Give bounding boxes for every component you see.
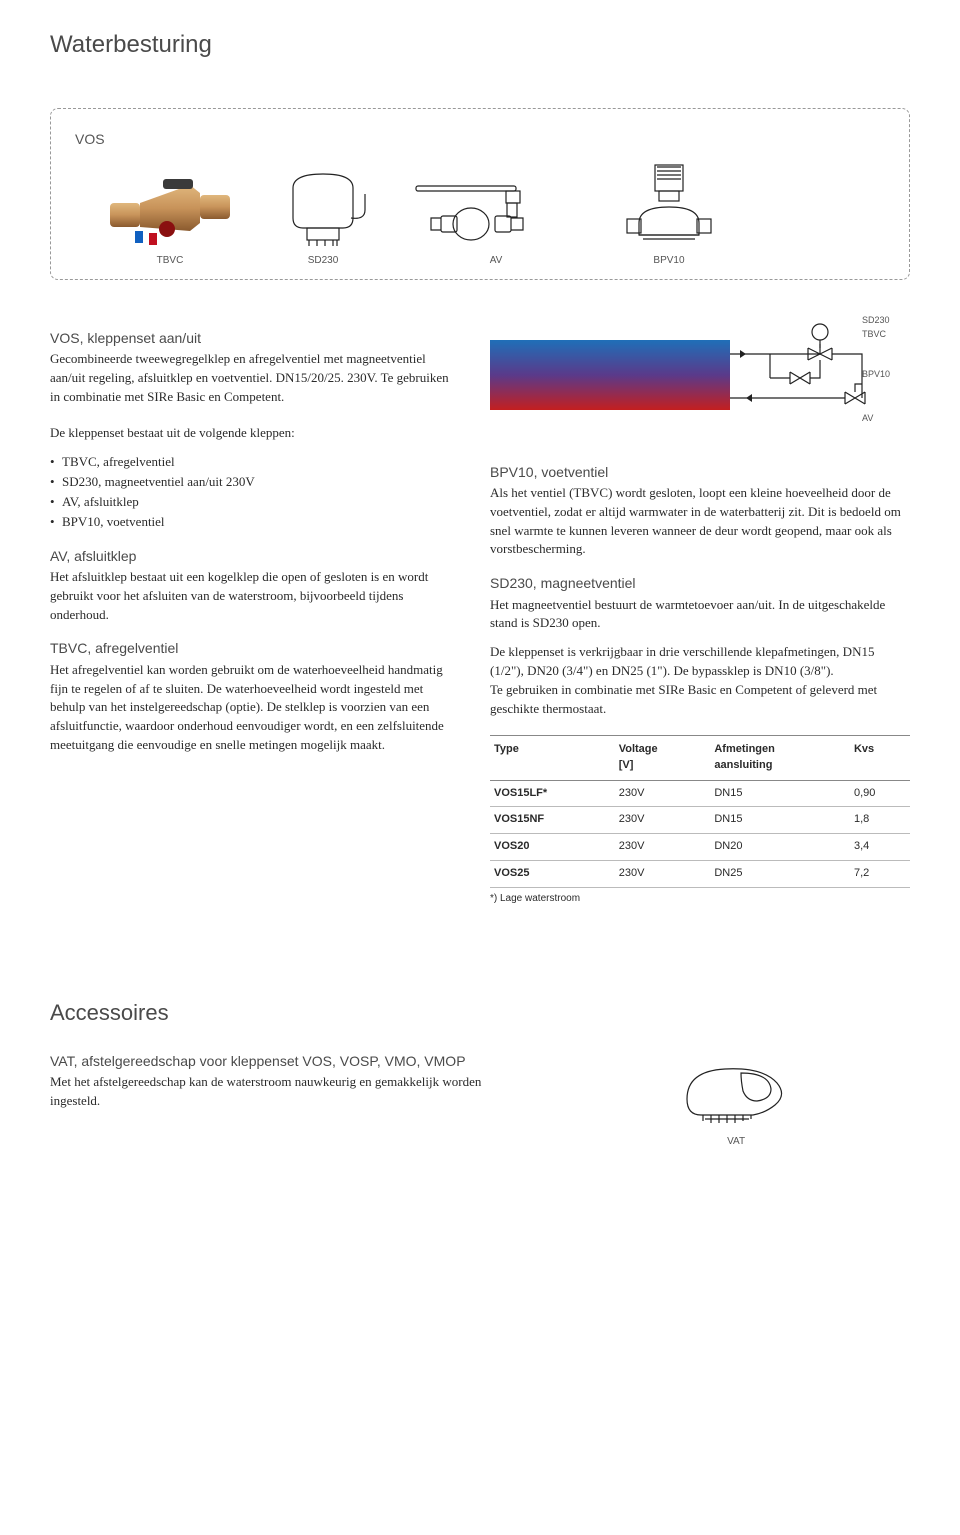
list-item: TBVC, afregelventiel (50, 453, 450, 472)
table-row: VOS25 230V DN25 7,2 (490, 861, 910, 888)
component-list: TBVC, afregelventiel SD230, magneetventi… (50, 453, 450, 531)
bpv-heading: BPV10, voetventiel (490, 462, 910, 482)
intro-heading: VOS, kleppenset aan/uit (50, 328, 450, 348)
av-icon (411, 178, 581, 248)
right-column: SD230 TBVC BPV10 AV BPV10, voetventiel A… (490, 314, 910, 907)
table-row: VOS20 230V DN20 3,4 (490, 834, 910, 861)
schematic-label-sd230: SD230 (862, 314, 890, 327)
vat-heading: VAT, afstelgereedschap voor kleppenset V… (50, 1051, 502, 1071)
product-caption: SD230 (308, 254, 339, 269)
vat-caption: VAT (727, 1135, 745, 1150)
accessories-heading: Accessoires (50, 997, 910, 1029)
page-title: Waterbesturing (50, 28, 910, 63)
product-caption: TBVC (157, 254, 184, 269)
schematic-svg (490, 314, 910, 444)
intro-body: Gecombineerde tweewegregelklep en afrege… (50, 350, 450, 407)
sd230-icon (273, 170, 373, 248)
bpv-body: Als het ventiel (TBVC) wordt gesloten, l… (490, 484, 910, 559)
main-columns: VOS, kleppenset aan/uit Gecombineerde tw… (50, 314, 910, 907)
product-bpv10: BPV10 (619, 163, 719, 269)
bpv10-icon (619, 163, 719, 248)
vat-icon (681, 1061, 791, 1131)
th-voltage: Voltage [V] (615, 735, 711, 780)
schematic-label-tbvc: TBVC (862, 328, 886, 341)
th-kvs: Kvs (850, 735, 910, 780)
list-item: AV, afsluitklep (50, 493, 450, 512)
th-type: Type (490, 735, 615, 780)
tbvc-heading: TBVC, afregelventiel (50, 638, 450, 658)
klist-intro: De kleppenset bestaat uit de volgende kl… (50, 424, 450, 443)
tbvc-body: Het afregelventiel kan worden gebruikt o… (50, 661, 450, 755)
av-body: Het afsluitklep bestaat uit een kogelkle… (50, 568, 450, 625)
table-footnote: *) Lage waterstroom (490, 892, 910, 907)
product-caption: BPV10 (653, 254, 684, 269)
sd-heading: SD230, magneetventiel (490, 573, 910, 593)
left-column: VOS, kleppenset aan/uit Gecombineerde tw… (50, 314, 450, 907)
schematic: SD230 TBVC BPV10 AV (490, 314, 910, 444)
schematic-label-bpv: BPV10 (862, 368, 890, 381)
accessory-row: VAT, afstelgereedschap voor kleppenset V… (50, 1051, 910, 1150)
list-item: BPV10, voetventiel (50, 513, 450, 532)
product-sd230: SD230 (273, 170, 373, 269)
tbvc-icon (105, 173, 235, 248)
av-heading: AV, afsluitklep (50, 546, 450, 566)
product-row: TBVC SD230 (75, 163, 885, 269)
spec-table: Type Voltage [V] Afmetingen aansluiting … (490, 735, 910, 889)
vat-body: Met het afstelgereedschap kan de waterst… (50, 1073, 502, 1111)
sd-body: Het magneetventiel bestuurt de warmtetoe… (490, 596, 910, 634)
list-item: SD230, magneetventiel aan/uit 230V (50, 473, 450, 492)
table-row: VOS15NF 230V DN15 1,8 (490, 807, 910, 834)
th-dim: Afmetingen aansluiting (710, 735, 850, 780)
product-av: AV (411, 178, 581, 269)
product-panel: VOS TBVC (50, 108, 910, 280)
table-row: VOS15LF* 230V DN15 0,90 (490, 780, 910, 807)
product-tbvc: TBVC (105, 173, 235, 269)
schematic-label-av: AV (862, 412, 873, 425)
product-panel-label: VOS (75, 129, 885, 149)
closing-body: De kleppenset is verkrijgbaar in drie ve… (490, 643, 910, 718)
product-caption: AV (490, 254, 503, 269)
